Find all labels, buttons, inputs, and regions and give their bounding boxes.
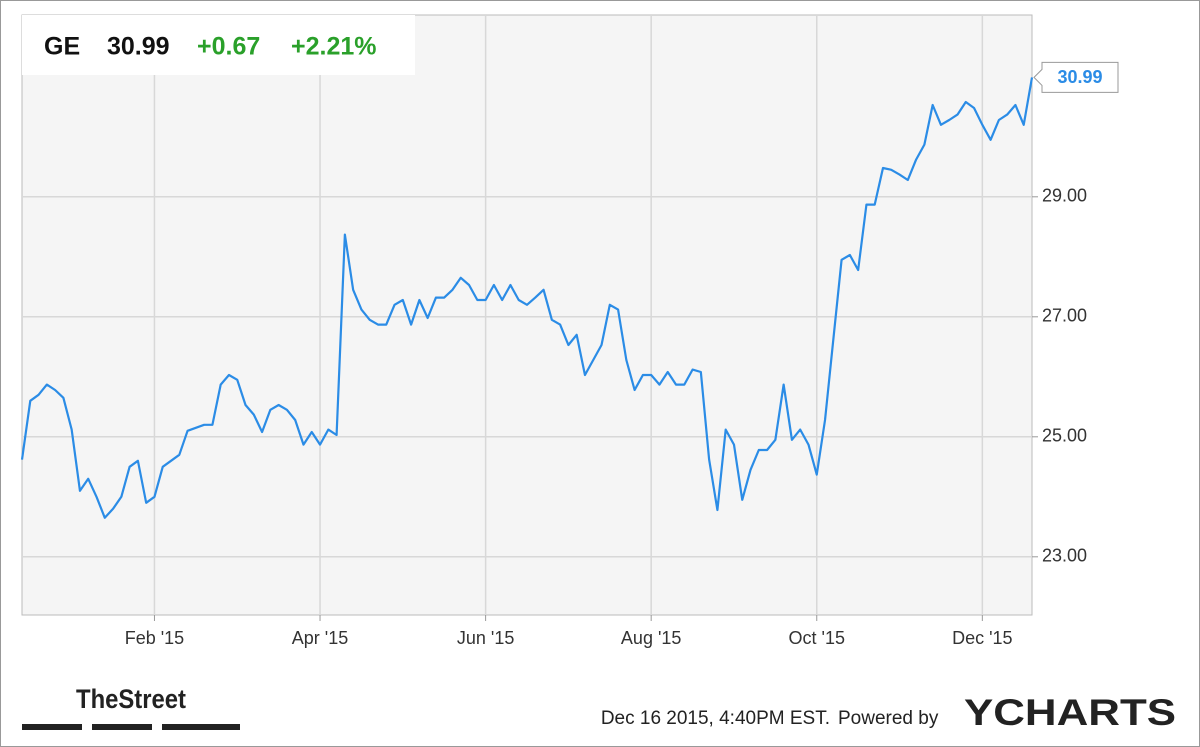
header-box [22, 15, 415, 75]
y-tick-label: 29.00 [1042, 186, 1087, 206]
plot-area [21, 14, 1033, 616]
provider: YCHARTS [964, 692, 1176, 733]
y-tick-label: 23.00 [1042, 546, 1087, 566]
x-tick-label: Oct '15 [789, 628, 845, 648]
brand-bar [22, 724, 82, 730]
y-tick-label: 25.00 [1042, 426, 1087, 446]
end-label: 30.99 [1057, 67, 1102, 87]
grid [22, 15, 1032, 615]
x-tick-label: Aug '15 [621, 628, 682, 648]
price-line [20, 77, 1034, 519]
x-tick-label: Apr '15 [292, 628, 348, 648]
brand: TheStreet [76, 684, 186, 714]
end-label-box [1033, 61, 1119, 93]
price: 30.99 [107, 33, 170, 61]
change-pct: +2.21% [291, 33, 377, 61]
brand-bar [162, 724, 240, 730]
brand-bar [92, 724, 152, 730]
timestamp: Dec 16 2015, 4:40PM EST. [601, 708, 830, 729]
x-tick-label: Jun '15 [457, 628, 514, 648]
change: +0.67 [197, 33, 260, 61]
symbol: GE [44, 33, 80, 61]
x-tick-label: Dec '15 [952, 628, 1012, 648]
powered-by: Powered by [838, 708, 939, 729]
x-tick-label: Feb '15 [125, 628, 184, 648]
y-tick-label: 27.00 [1042, 306, 1087, 326]
